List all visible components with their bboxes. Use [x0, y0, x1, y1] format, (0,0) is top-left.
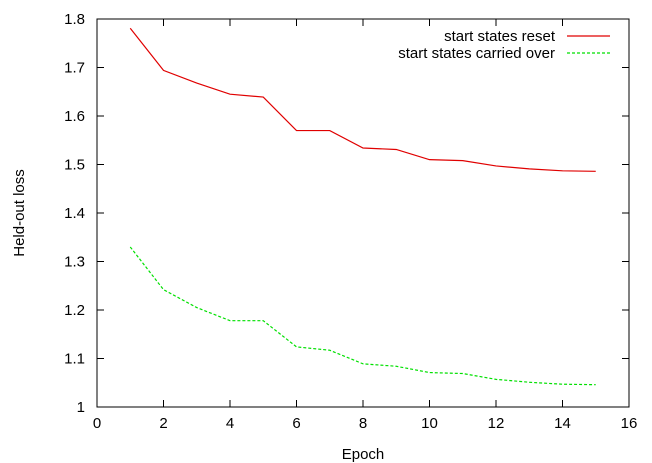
y-tick-label: 1.3	[64, 254, 85, 271]
axis-ticks	[96, 18, 630, 408]
x-axis-title: Epoch	[342, 446, 385, 463]
x-tick-label: 14	[554, 415, 571, 432]
plot-frame	[96, 18, 630, 408]
series-lines	[129, 27, 596, 386]
y-axis-title: Held-out loss	[11, 169, 28, 257]
y-tick-label: 1	[77, 399, 85, 416]
x-tick-label: 0	[93, 415, 101, 432]
y-tick-label: 1.7	[64, 60, 85, 77]
y-tick-label: 1.6	[64, 108, 85, 125]
x-tick-label: 16	[621, 415, 638, 432]
legend-label-start-states-reset: start states reset	[444, 28, 556, 45]
y-tick-labels: 1 1.1 1.2 1.3 1.4 1.5 1.6 1.7 1.8	[64, 11, 85, 416]
y-tick-label: 1.4	[64, 205, 85, 222]
y-tick-label: 1.2	[64, 302, 85, 319]
x-tick-label: 12	[488, 415, 505, 432]
x-tick-label: 4	[226, 415, 234, 432]
x-tick-label: 6	[292, 415, 300, 432]
series-line-start-states-carried-over	[129, 246, 596, 386]
y-tick-label: 1.5	[64, 157, 85, 174]
x-tick-label: 2	[159, 415, 167, 432]
x-tick-label: 8	[359, 415, 367, 432]
x-tick-label: 10	[421, 415, 438, 432]
y-tick-label: 1.8	[64, 11, 85, 28]
x-tick-labels: 0 2 4 6 8 10 12 14 16	[93, 415, 638, 432]
y-tick-label: 1.1	[64, 351, 85, 368]
series-line-start-states-reset	[129, 27, 596, 172]
legend-label-start-states-carried-over: start states carried over	[398, 45, 555, 62]
